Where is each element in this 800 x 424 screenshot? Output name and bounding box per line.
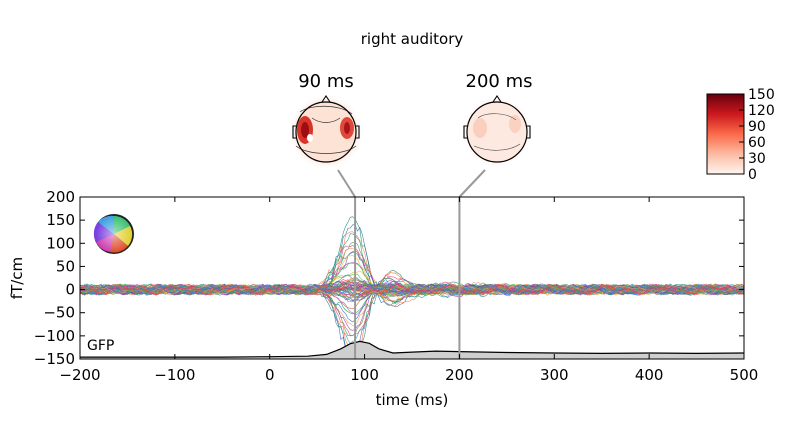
x-tick-label: 200 [445,366,474,384]
y-tick-label: −100 [34,327,75,345]
x-tick-label: −100 [154,366,195,384]
x-tick-label: 100 [350,366,379,384]
time-markers [354,197,461,359]
topomap-90ms: 90 ms [288,71,364,170]
head-outline [466,101,528,163]
x-axis-label: time (ms) [376,391,449,409]
channel-trace [80,283,744,298]
sensor-color-legend [93,214,134,254]
gfp-line [80,340,744,358]
y-tick-label: 200 [46,188,75,206]
gfp-area [80,341,744,359]
topomap-connectors [337,169,486,198]
channel-trace [80,231,744,307]
gfp-trace [80,340,744,359]
y-tick-label: 100 [46,234,75,252]
x-tick-label: −200 [59,366,100,384]
y-tick-label: −150 [34,350,75,368]
head-ear [356,125,360,139]
x-tick-label: 300 [540,366,569,384]
y-tick-label: 50 [56,257,75,275]
y-axis-label: fT/cm [8,257,26,299]
colorbar-tick-label: 60 [748,135,766,151]
topomap-connector-line [337,169,356,198]
colorbar-tick-label: 30 [748,151,766,167]
topomap-time-label: 200 ms [466,71,533,92]
x-axis-ticks: −200 −100 0 100 200 300 400 500 [59,197,758,384]
colorbar-tick-label: 120 [748,103,775,119]
head-ear [527,125,531,139]
head-nose [321,95,331,103]
y-tick-label: −50 [43,304,75,322]
head-ear [292,125,296,139]
y-tick-label: 150 [46,211,75,229]
x-tick-label: 0 [265,366,275,384]
head-ear [463,125,467,139]
head-outline [295,101,357,163]
butterfly-axes: −200 −100 0 100 200 300 400 500 −150 −100 −50 0 50 1… [8,188,758,409]
topomap-hotspot [344,122,350,134]
x-tick-label: 400 [635,366,664,384]
topomap-200ms: 200 ms [461,71,533,168]
gfp-label: GFP [87,338,114,354]
channel-traces [80,216,744,357]
axes-frame [79,196,745,360]
y-tick-label: 0 [65,281,75,299]
topomap-connector-line [458,169,486,198]
colorbar-tick-label: 90 [748,119,766,135]
topomap-hotspot [301,122,309,138]
topomap-time-label: 90 ms [298,71,354,92]
chart-title: right auditory [361,30,464,48]
channel-trace [80,283,744,296]
x-tick-label: 500 [730,366,759,384]
colorbar-tick-label: 0 [748,167,757,183]
y-axis-ticks: −150 −100 −50 0 50 100 150 200 [34,188,744,368]
head-nose [492,95,502,103]
colorbar-gradient [706,93,745,175]
channel-trace [80,283,744,296]
channel-trace [80,284,744,296]
colorbar-tick-label: 150 [748,87,775,103]
